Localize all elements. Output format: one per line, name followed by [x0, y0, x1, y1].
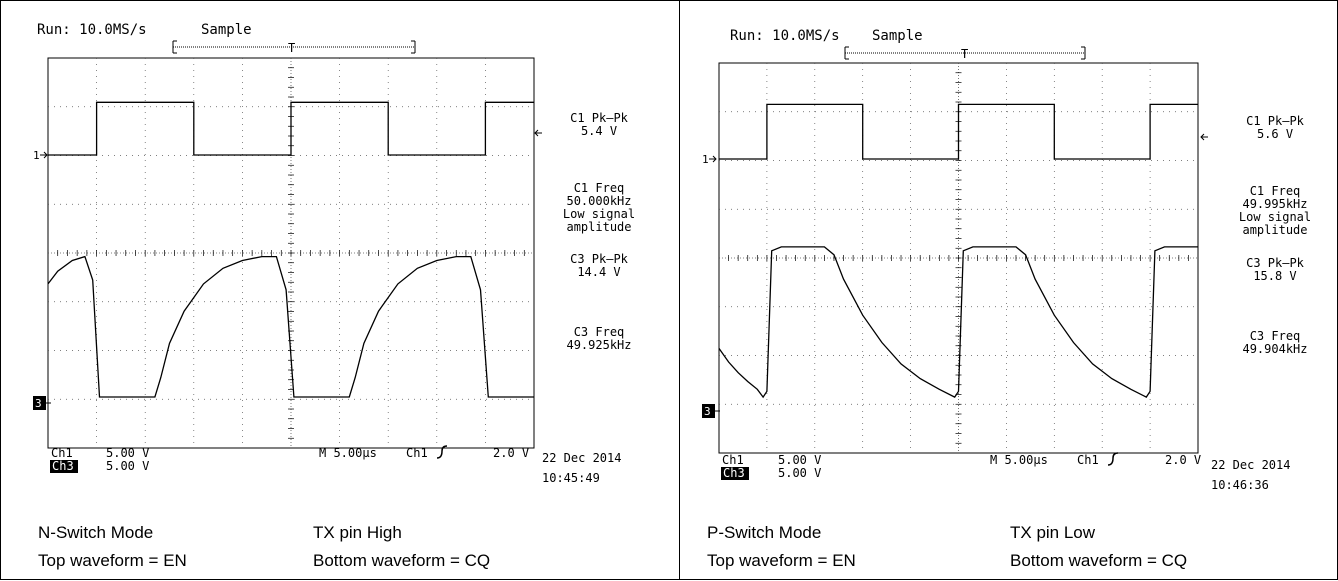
c1-pkpk-label: C1 Pk–Pk	[1246, 114, 1305, 128]
record-view-bracket: T	[844, 46, 1086, 61]
trigger-source: Ch1	[406, 446, 428, 460]
capture-time: 10:46:36	[1211, 478, 1269, 492]
ch3-badge	[50, 460, 78, 473]
trigger-level-arrow-icon	[534, 129, 542, 137]
scope-panel-right: Run: 10.0MS/s Sample T 1 3 C1 Pk–Pk 5.6 …	[679, 0, 1338, 580]
acquisition-mode-label: Sample	[872, 28, 923, 44]
ch3-ground-marker: 3	[35, 397, 42, 410]
acquisition-mode-label: Sample	[201, 22, 252, 38]
trigger-source: Ch1	[1077, 453, 1099, 467]
waveform-group	[718, 103, 1198, 399]
timebase-value: M 5.00µs	[990, 453, 1048, 467]
c1-freq-note: amplitude	[1242, 223, 1307, 237]
ch1-scale: 5.00 V	[106, 446, 149, 460]
switch-mode-caption: P-Switch Mode	[707, 523, 822, 542]
ch3-label: Ch3	[52, 459, 74, 473]
trigger-position-marker: T	[961, 47, 968, 61]
bottom-waveform-caption: Bottom waveform = CQ	[313, 551, 491, 570]
rising-edge-icon	[436, 445, 448, 459]
tx-pin-caption: TX pin High	[313, 523, 402, 542]
c3-freq-value: 49.925kHz	[566, 338, 631, 352]
ch3-ground-badge	[33, 396, 46, 410]
ch1-ground-marker: 1	[33, 149, 40, 162]
scope-panel-left: Run: 10.0MS/s Sample T 1 3 C1 Pk–Pk 5.4 …	[0, 0, 680, 580]
ch1-arrow-icon	[709, 155, 717, 163]
measurement-readout: C1 Pk–Pk 5.6 V C1 Freq 49.995kHz Low sig…	[1239, 114, 1311, 356]
waveform-ch3	[718, 246, 1198, 399]
c1-freq-note: amplitude	[566, 220, 631, 234]
ch1-arrow-icon	[40, 151, 48, 159]
settings-footer: Ch1 5.00 V Ch3 5.00 V M 5.00µs Ch1 2.0 V…	[50, 445, 621, 485]
c3-pkpk-label: C3 Pk–Pk	[570, 252, 629, 266]
c1-pkpk-value: 5.4 V	[581, 124, 617, 138]
c1-pkpk-label: C1 Pk–Pk	[570, 111, 629, 125]
ch3-label: Ch3	[723, 466, 745, 480]
top-waveform-caption: Top waveform = EN	[707, 551, 856, 570]
c3-pkpk-value: 15.8 V	[1253, 269, 1296, 283]
ch3-ground-marker: 3	[704, 405, 711, 418]
top-waveform-caption: Top waveform = EN	[38, 551, 187, 570]
tx-pin-caption: TX pin Low	[1010, 523, 1096, 542]
capture-date: 22 Dec 2014	[1211, 458, 1290, 472]
c1-freq-value: 49.995kHz	[1242, 197, 1307, 211]
ch1-ground-marker: 1	[702, 153, 709, 166]
rising-edge-icon	[1107, 452, 1119, 466]
c1-freq-note: Low signal	[1239, 210, 1311, 224]
graticule	[47, 57, 535, 449]
c1-freq-label: C1 Freq	[1250, 184, 1301, 198]
trigger-position-marker: T	[288, 41, 295, 55]
c1-freq-label: C1 Freq	[574, 181, 625, 195]
ch3-scale: 5.00 V	[106, 459, 149, 473]
c3-freq-label: C3 Freq	[574, 325, 625, 339]
c3-freq-value: 49.904kHz	[1242, 342, 1307, 356]
oscilloscope-screen-right: Run: 10.0MS/s Sample T 1 3 C1 Pk–Pk 5.6 …	[702, 28, 1311, 492]
ch3-badge	[721, 467, 749, 480]
c1-freq-value: 50.000kHz	[566, 194, 631, 208]
ch3-ground-badge	[702, 404, 715, 418]
capture-time: 10:45:49	[542, 471, 600, 485]
c1-freq-note: Low signal	[563, 207, 635, 221]
waveform-ch3	[47, 255, 534, 398]
ch1-scale: 5.00 V	[778, 453, 821, 467]
bottom-waveform-caption: Bottom waveform = CQ	[1010, 551, 1188, 570]
switch-mode-caption: N-Switch Mode	[38, 523, 154, 542]
trigger-level: 2.0 V	[1165, 453, 1201, 467]
ch3-scale: 5.00 V	[778, 466, 821, 480]
c3-pkpk-label: C3 Pk–Pk	[1246, 256, 1305, 270]
ch1-label: Ch1	[51, 446, 73, 460]
waveform-ch1	[719, 103, 1198, 160]
waveform-group	[47, 101, 534, 398]
timebase-value: M 5.00µs	[319, 446, 377, 460]
c3-freq-label: C3 Freq	[1250, 329, 1301, 343]
trigger-level: 2.0 V	[493, 446, 529, 460]
capture-date: 22 Dec 2014	[542, 451, 621, 465]
c1-pkpk-value: 5.6 V	[1257, 127, 1293, 141]
measurement-readout: C1 Pk–Pk 5.4 V C1 Freq 50.000kHz Low sig…	[563, 111, 635, 352]
run-rate-label: Run: 10.0MS/s	[730, 28, 840, 44]
oscilloscope-screen-left: Run: 10.0MS/s Sample T 1 3 C1 Pk–Pk 5.4 …	[33, 22, 635, 485]
ch1-label: Ch1	[722, 453, 744, 467]
run-rate-label: Run: 10.0MS/s	[37, 22, 147, 38]
record-view-bracket: T	[172, 40, 416, 55]
trigger-level-arrow-icon	[1200, 133, 1208, 141]
waveform-ch1	[48, 101, 534, 156]
c3-pkpk-value: 14.4 V	[577, 265, 620, 279]
settings-footer: Ch1 5.00 V Ch3 5.00 V M 5.00µs Ch1 2.0 V…	[721, 452, 1290, 492]
